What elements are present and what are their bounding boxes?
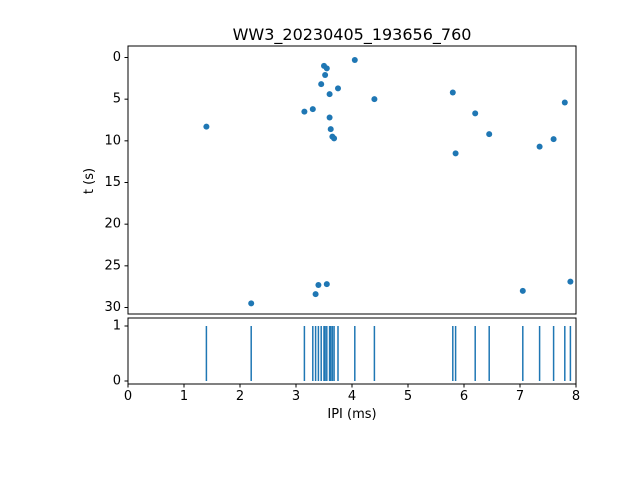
y-tick-label: 10 — [104, 133, 121, 148]
y-tick-label: 5 — [113, 92, 121, 107]
x-tick-label: 0 — [124, 389, 132, 404]
scatter-subplot: 0 5 10 15 20 25 30 — [104, 45, 577, 315]
scatter-point — [486, 131, 493, 138]
y-tick-label: 0 — [113, 50, 121, 65]
scatter-axes-box — [127, 45, 577, 315]
x-tick-label: 5 — [404, 389, 412, 404]
y-tick-label: 30 — [104, 300, 121, 315]
x-tick-label: 1 — [180, 389, 188, 404]
y-tick-label: 20 — [104, 217, 121, 232]
scatter-point — [331, 135, 338, 142]
x-tick-label: 2 — [236, 389, 244, 404]
scatter-point — [323, 65, 330, 72]
scatter-point — [322, 72, 329, 78]
y-axis-label: t (s) — [82, 168, 97, 194]
scatter-point — [567, 278, 574, 285]
scatter-point — [371, 96, 378, 103]
y-tick-label: 25 — [104, 258, 121, 273]
scatter-point — [449, 89, 456, 96]
scatter-point — [452, 150, 459, 157]
x-tick-label: 6 — [460, 389, 468, 404]
scatter-point — [519, 287, 526, 294]
scatter-point — [351, 57, 358, 63]
scatter-point — [326, 91, 333, 98]
scatter-point — [312, 291, 319, 298]
x-tick-label: 8 — [572, 389, 580, 404]
scatter-point — [323, 281, 330, 288]
y-tick-label: 15 — [104, 175, 121, 190]
y-tick-label: 0 — [113, 374, 121, 389]
scatter-point — [536, 143, 543, 150]
scatter-point — [472, 110, 479, 117]
scatter-point — [309, 106, 316, 113]
scatter-point — [315, 282, 322, 288]
scatter-point — [335, 85, 341, 92]
scatter-point — [561, 99, 568, 106]
scatter-point — [248, 300, 255, 307]
scatter-point — [327, 126, 334, 133]
x-tick-label: 3 — [292, 389, 300, 404]
scatter-point — [326, 114, 333, 121]
scatter-point — [203, 123, 210, 130]
event-raster-subplot: 0 1 0 1 2 3 4 5 6 7 8 — [113, 317, 580, 404]
x-tick-label: 7 — [516, 389, 524, 404]
x-axis-label: IPI (ms) — [327, 407, 376, 422]
scatter-point — [550, 136, 557, 143]
scatter-point — [301, 108, 308, 115]
y-tick-label: 1 — [113, 319, 121, 334]
chart-title: WW3_20230405_193656_760 — [233, 25, 472, 45]
scatter-point — [318, 81, 325, 88]
x-tick-label: 4 — [348, 389, 356, 404]
